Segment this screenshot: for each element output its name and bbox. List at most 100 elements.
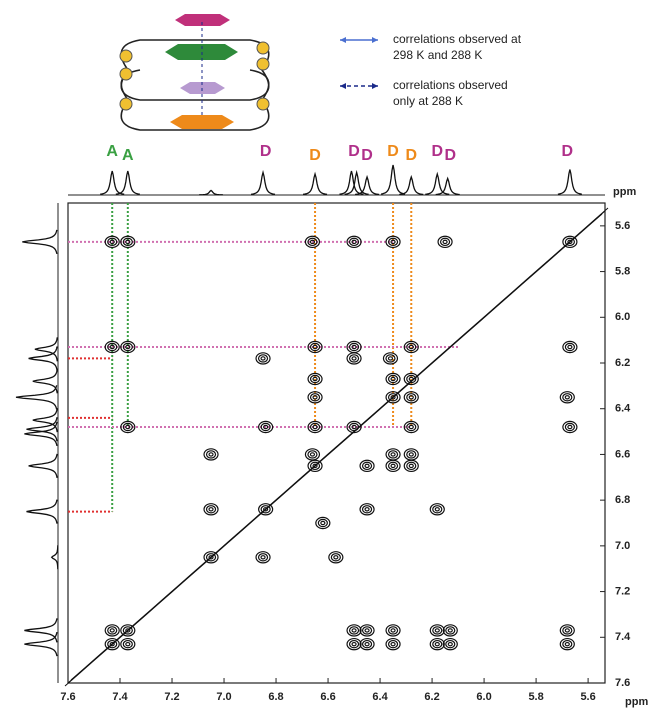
contour [261,556,265,559]
cross-peak [563,421,577,432]
contour [363,641,372,648]
contour [389,451,398,458]
contour [443,240,447,243]
contour [565,423,574,430]
contour [313,396,317,399]
legend-arrowhead [340,83,378,89]
projection-peak [116,171,140,194]
projection-peak [303,174,327,194]
cross-peak [443,639,457,650]
contour [350,627,359,634]
contour [352,629,356,632]
projection-peak [29,346,57,370]
cross-peak [560,625,574,636]
cross-peak [430,639,444,650]
contour [261,357,265,360]
cross-peak [386,449,400,460]
legend-text: correlations observed [393,78,508,92]
projection-peak [27,500,57,524]
contour [310,453,314,456]
y-tick-label: 7.4 [615,631,631,643]
contour [350,355,359,362]
contour [409,453,413,456]
contour [352,357,356,360]
contour [259,355,268,362]
contour [352,643,356,646]
projection-peak [251,173,275,195]
contour [441,238,450,245]
cross-peak [560,392,574,403]
peak-label: A [122,147,134,164]
cross-peak [430,504,444,515]
x-tick-label: 7.0 [216,691,231,703]
peak-label: D [260,143,272,160]
contour [308,451,317,458]
cross-peak [121,421,135,432]
contour [352,240,356,243]
cross-peak [360,625,374,636]
contour [563,627,572,634]
projection-peak [29,454,57,478]
y-tick-label: 5.6 [615,220,630,232]
x-tick-label: 6.0 [476,691,491,703]
contour [352,425,356,428]
contour [363,506,372,513]
contour [435,629,439,632]
cross-peak [386,625,400,636]
contour [433,641,442,648]
contour [207,506,216,513]
contour [334,556,338,559]
cross-peak [430,625,444,636]
contour [209,508,213,511]
peak-label: D [361,147,373,164]
y-tick-label: 6.8 [615,494,630,506]
contour [350,641,359,648]
contour [389,641,398,648]
cross-peak [404,449,418,460]
contour [433,627,442,634]
contour [565,643,569,646]
contour [386,355,395,362]
peak-label: D [309,147,321,164]
cross-peak [360,460,374,471]
contour [318,519,327,526]
legend-text: only at 288 K [393,94,463,108]
contour [435,643,439,646]
legend: correlations observed at298 K and 288 Kc… [340,32,522,108]
peak-label: D [562,143,574,160]
cross-peak [316,517,330,528]
contour [435,508,439,511]
contour [207,451,216,458]
projection-peak [35,337,57,361]
cross-peak [560,639,574,650]
contour [259,554,268,561]
contour [126,240,130,243]
y-tick-label: 7.0 [615,540,630,552]
cross-peak [305,449,319,460]
y-tick-label: 6.6 [615,448,630,460]
contour [391,453,395,456]
figure: correlations observed at298 K and 288 Kc… [0,0,650,711]
x-tick-label: 6.4 [372,691,388,703]
contour [565,343,574,350]
projection-peak [381,165,405,194]
y-axis-label: ppm [625,696,648,708]
cross-peak [383,353,397,364]
contour [389,462,398,469]
cross-peak [404,460,418,471]
y-tick-label: 6.0 [615,311,630,323]
contour [365,643,369,646]
contour [108,627,117,634]
x-tick-label: 5.6 [580,691,595,703]
y-tick-label: 7.2 [615,585,630,597]
projection-peak [52,545,58,569]
contour [331,554,340,561]
schematic [120,14,269,130]
contour [446,641,455,648]
cross-peak [386,460,400,471]
plot-frame [68,203,605,683]
peak-label: D [405,147,417,164]
contour [363,627,372,634]
contour [321,521,325,524]
contour [565,629,569,632]
